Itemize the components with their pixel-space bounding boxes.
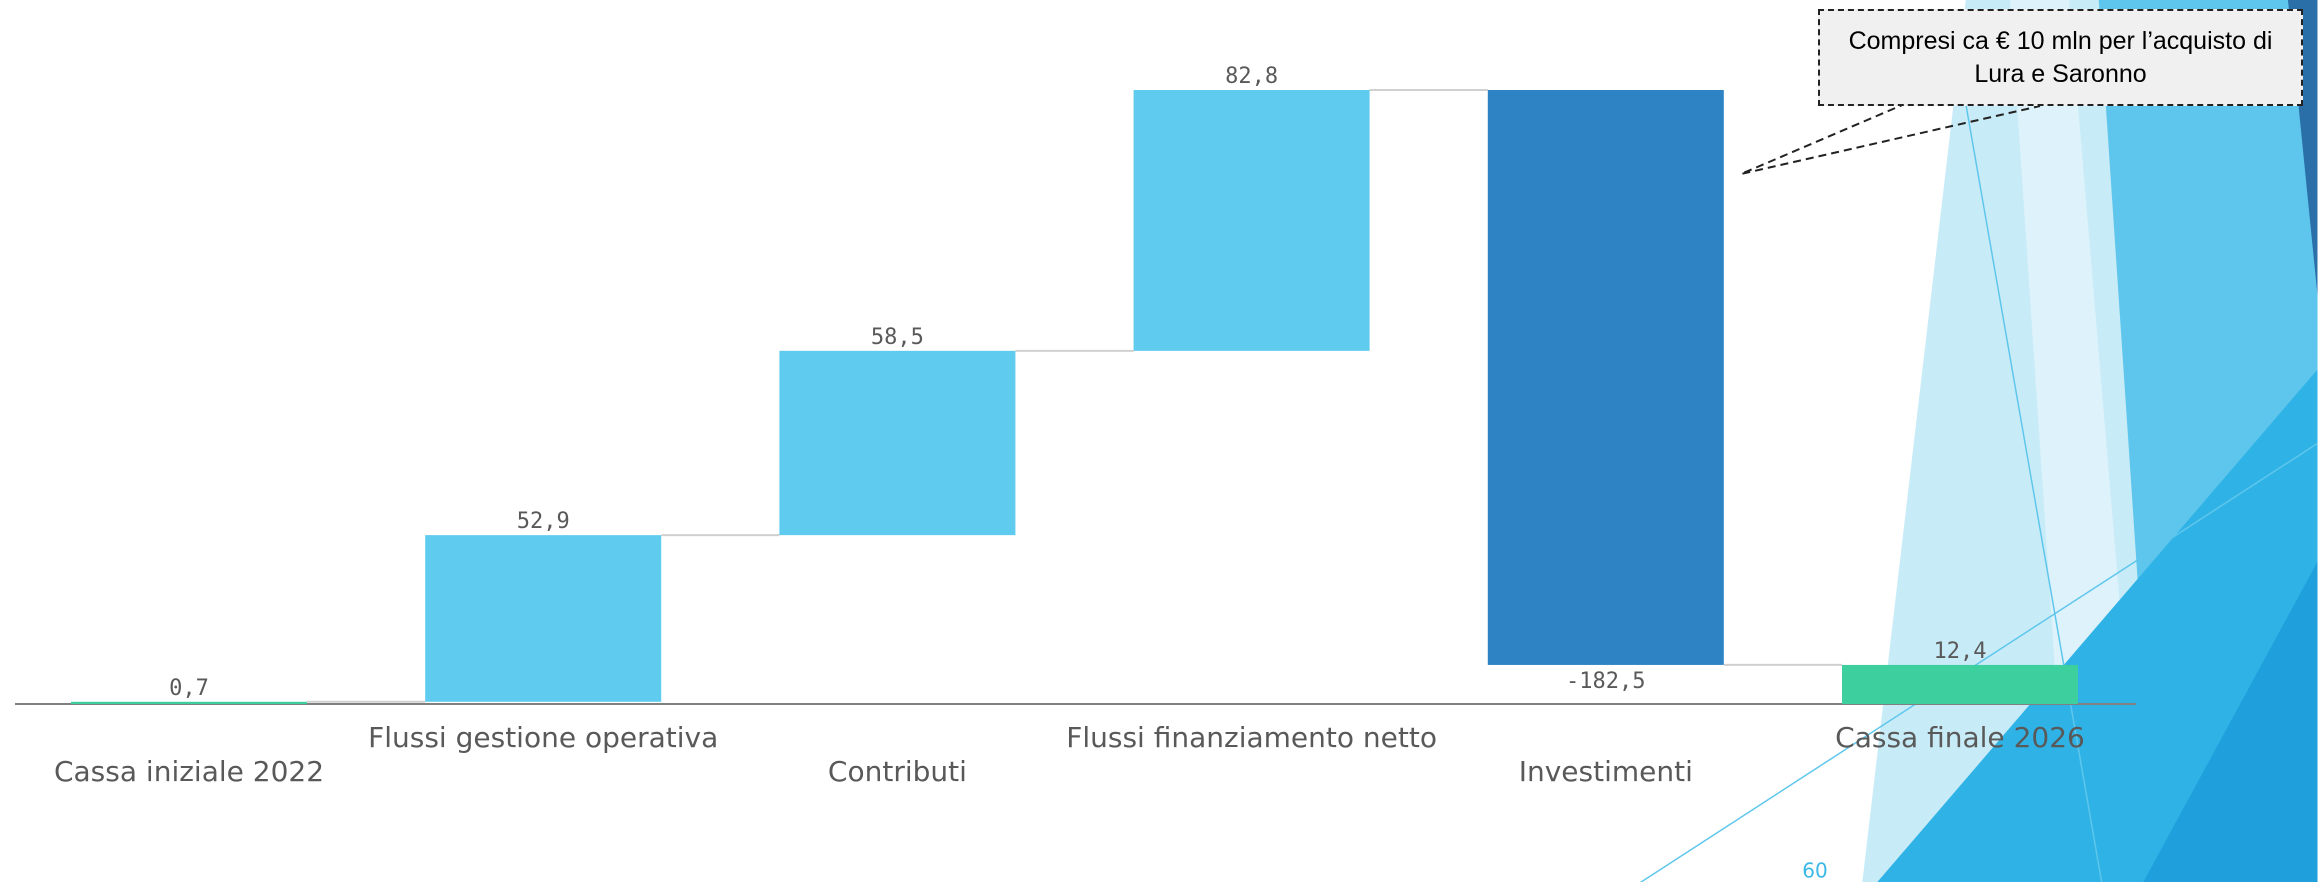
value-label: 58,5 <box>871 325 924 350</box>
x-tick-label: Cassa iniziale 2022 <box>54 755 324 788</box>
x-tick-label: Flussi gestione operativa <box>368 721 718 754</box>
background-decoration <box>1640 0 2318 882</box>
bar <box>1133 90 1370 351</box>
x-tick-label: Investimenti <box>1519 755 1693 788</box>
x-tick-label: Contributi <box>828 755 967 788</box>
callout-pointer <box>1740 102 2041 175</box>
x-tick-label: Flussi finanziamento netto <box>1066 721 1437 754</box>
x-tick-label: Cassa finale 2026 <box>1835 721 2085 754</box>
bar <box>1842 664 2078 704</box>
value-label: 0,7 <box>169 676 209 701</box>
value-label: 12,4 <box>1934 639 1987 664</box>
page-number: 60 <box>1802 859 1827 882</box>
annotation: Compresi ca € 10 mln per l’acquisto di L… <box>1818 9 2303 106</box>
value-label: 82,8 <box>1225 64 1278 89</box>
bar <box>779 350 1016 536</box>
value-label: 52,9 <box>517 509 570 534</box>
bar <box>71 701 307 704</box>
bar <box>425 535 662 702</box>
value-label: -182,5 <box>1566 669 1645 694</box>
bar <box>1487 90 1724 665</box>
